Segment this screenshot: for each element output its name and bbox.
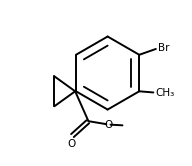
Text: O: O [67, 139, 75, 149]
Text: CH₃: CH₃ [156, 88, 175, 98]
Text: O: O [104, 120, 113, 129]
Text: Br: Br [157, 43, 169, 53]
